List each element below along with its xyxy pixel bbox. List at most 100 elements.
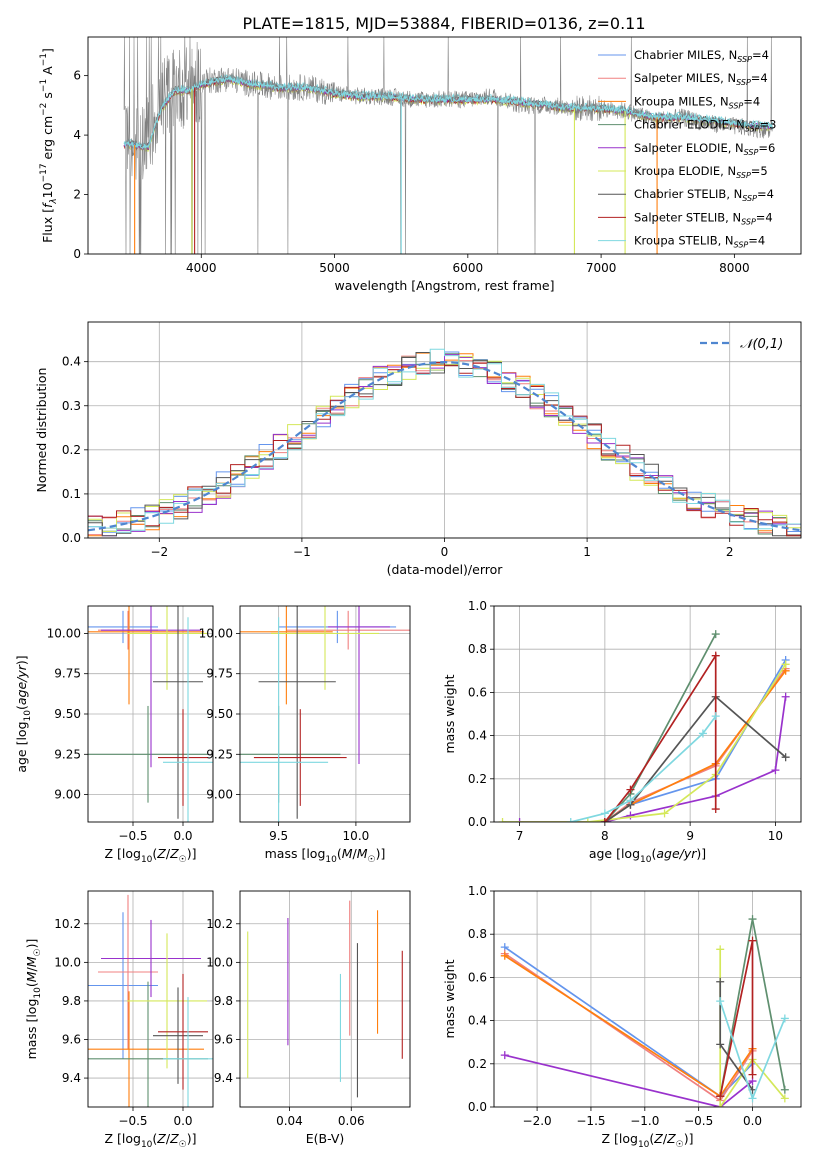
mass_vs_EBV-plot-area xyxy=(240,891,410,1107)
histogram-series-6 xyxy=(88,352,801,537)
legend-entry: Salpeter ELODIE, NSSP=6 xyxy=(634,141,775,157)
y-tick-label: 0.4 xyxy=(62,355,81,369)
age_vs_mass-plot-area xyxy=(240,606,410,822)
y-tick-label: 0.1 xyxy=(62,487,81,501)
y-tick-label: 1.0 xyxy=(468,599,487,613)
weight-marker xyxy=(716,1040,725,1049)
y-tick-label: 1.0 xyxy=(468,884,487,898)
y-tick-label: 0.0 xyxy=(468,1100,487,1114)
legend-entry: Kroupa ELODIE, NSSP=5 xyxy=(634,164,768,180)
weight-marker xyxy=(711,712,720,721)
y-axis-label: Normed distribution xyxy=(34,368,49,493)
y-tick-label: 0.8 xyxy=(468,642,487,656)
spectrum-plot-area xyxy=(123,37,774,254)
x-axis-label: (data-model)/error xyxy=(387,562,504,577)
spectrum-frame xyxy=(87,36,802,255)
weight-marker xyxy=(600,818,609,822)
y-tick-label: 10.00 xyxy=(47,626,81,640)
weight-marker xyxy=(780,1085,789,1094)
weight-marker xyxy=(698,729,707,738)
spectrum-model xyxy=(123,75,774,149)
y-tick-label: 0.8 xyxy=(468,927,487,941)
weight-marker xyxy=(626,796,635,805)
x-tick-label: 2 xyxy=(726,545,734,559)
x-axis-label: Z [log10(Z/Z☉)] xyxy=(104,1131,196,1150)
legend-entry: Salpeter MILES, NSSP=4 xyxy=(634,71,768,87)
weight-marker xyxy=(781,692,790,701)
figure-title: PLATE=1815, MJD=53884, FIBERID=0136, z=0… xyxy=(242,14,645,33)
weight-marker xyxy=(781,753,790,762)
y-tick-label: 10.0 xyxy=(54,955,81,969)
y-tick-label: 9.8 xyxy=(214,994,233,1008)
y-tick-label: 0.4 xyxy=(468,1014,487,1028)
y-axis-label: mass weight xyxy=(442,959,457,1038)
y-tick-label: 0.3 xyxy=(62,399,81,413)
y-tick-label: 0.0 xyxy=(62,531,81,545)
histogram-series-7 xyxy=(88,362,801,537)
weight-marker xyxy=(716,945,725,954)
x-tick-label: 0.0 xyxy=(743,1114,762,1128)
x-axis-label: E(B-V) xyxy=(306,1131,345,1146)
y-tick-label: 9.00 xyxy=(54,788,81,802)
weight-marker xyxy=(780,1014,789,1023)
y-tick-label: 0.6 xyxy=(468,970,487,984)
y-axis-label: Flux [fλ10−17 erg cm−2 s−1 A−1] xyxy=(39,48,59,243)
x-axis-label: age [log10(age/yr)] xyxy=(589,846,706,865)
x-tick-label: −1.0 xyxy=(630,1114,659,1128)
x-tick-label: 9.5 xyxy=(269,829,288,843)
x-tick-label: −1 xyxy=(293,545,311,559)
age_vs_mass-frame xyxy=(239,605,411,823)
weight-marker xyxy=(716,997,725,1006)
weight-marker xyxy=(748,1094,757,1103)
legend-entry: Salpeter STELIB, NSSP=4 xyxy=(634,210,773,226)
spectrum-legend: Chabrier MILES, NSSP=4 Salpeter MILES, NS… xyxy=(598,48,776,250)
weight-line-6 xyxy=(604,695,787,822)
weight-marker xyxy=(711,805,720,814)
mass_weight_vs_age-plot-area xyxy=(494,606,801,822)
weight-marker xyxy=(498,818,507,822)
x-tick-label: −2 xyxy=(150,545,168,559)
x-tick-label: 0.0 xyxy=(173,1114,192,1128)
mass_weight_vs_age-frame xyxy=(493,605,802,823)
x-tick-label: −0.5 xyxy=(118,1114,147,1128)
y-tick-label: 10.2 xyxy=(54,917,81,931)
weight-marker xyxy=(500,1051,509,1060)
x-axis-label: mass [log10(M/M☉)] xyxy=(265,846,386,865)
weight-marker xyxy=(716,1092,725,1101)
x-tick-label: 8 xyxy=(601,829,609,843)
x-tick-label: 0.0 xyxy=(173,829,192,843)
y-tick-label: 10.2 xyxy=(206,917,233,931)
weight-marker xyxy=(515,818,524,822)
y-tick-label: 9.6 xyxy=(62,1033,81,1047)
y-tick-label: 9.25 xyxy=(54,747,81,761)
x-axis-label: wavelength [Angstrom, rest frame] xyxy=(334,278,554,293)
mass_vs_Z-plot-area xyxy=(88,891,213,1107)
x-axis-label: Z [log10(Z/Z☉)] xyxy=(601,1131,693,1150)
x-tick-label: −1.5 xyxy=(576,1114,605,1128)
legend-entry: Chabrier MILES, NSSP=4 xyxy=(634,48,769,64)
y-tick-label: 9.8 xyxy=(62,994,81,1008)
weight-marker xyxy=(660,809,669,818)
weight-marker xyxy=(711,630,720,639)
y-axis-label: mass weight xyxy=(442,674,457,753)
x-tick-label: 7 xyxy=(516,829,524,843)
weight-marker xyxy=(716,977,725,986)
weight-line-0 xyxy=(504,946,754,1098)
mass_vs_EBV-axes: 0.04 0.06 9.4 9.6 9.8 10.0 10.2 E(B-V) xyxy=(206,917,364,1146)
mass_weight_vs_Z-frame xyxy=(493,890,802,1108)
mass_weight_vs_Z-axes: −2.0 −1.5 −1.0 −0.5 0.0 0.0 0.2 0.4 0.6 0.8 1.0 mas… xyxy=(442,884,762,1150)
mass_vs_Z-frame xyxy=(87,890,214,1108)
mass_weight_vs_age-axes: 7 8 9 10 0.0 0.2 0.4 0.6 0.8 1.0 mass weight age [l… xyxy=(442,599,783,865)
y-tick-label: 4 xyxy=(73,128,81,142)
y-tick-label: 9.25 xyxy=(206,747,233,761)
residual_histogram-axes: −2 −1 0 1 2 0.0 0.1 0.2 0.3 0.4 (data-model)/error… xyxy=(34,337,783,577)
weight-marker xyxy=(583,818,592,822)
y-tick-label: 0.2 xyxy=(62,443,81,457)
weight-marker xyxy=(566,818,575,822)
x-tick-label: 10 xyxy=(768,829,783,843)
weight-marker xyxy=(781,660,790,669)
x-tick-label: 7000 xyxy=(586,261,617,275)
x-tick-label: −0.5 xyxy=(118,829,147,843)
weight-line-1 xyxy=(504,952,754,1102)
gaussian-curve xyxy=(88,360,801,532)
